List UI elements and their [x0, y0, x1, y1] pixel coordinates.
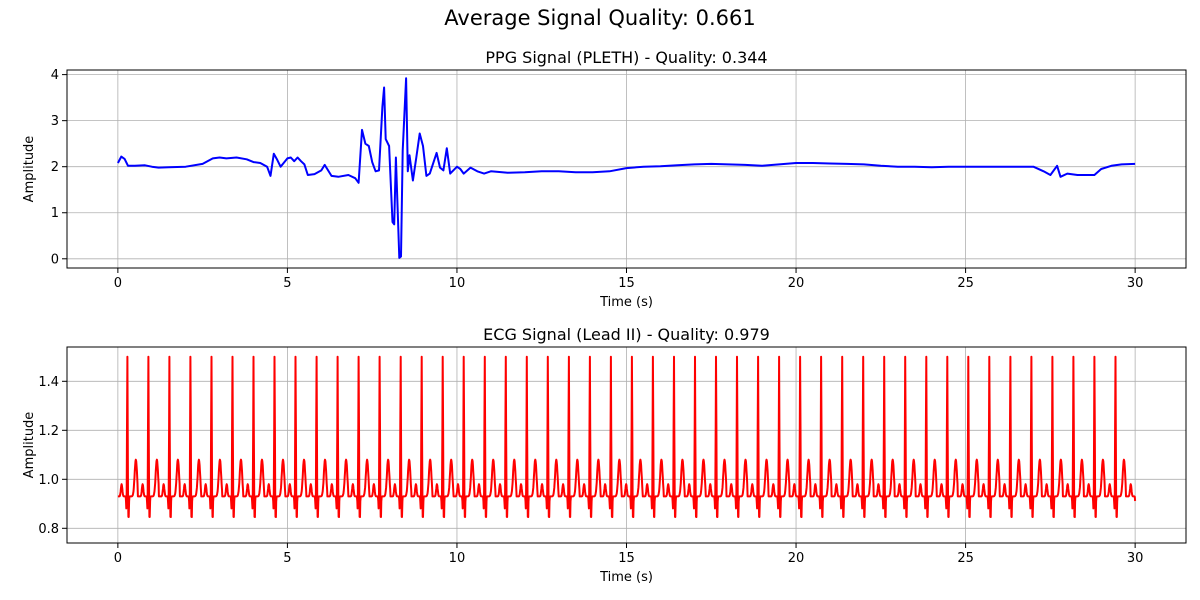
y-tick-label: 0.8 — [38, 522, 59, 537]
x-tick-label: 10 — [449, 276, 466, 291]
series-line — [117, 77, 1136, 259]
figure-title: Average Signal Quality: 0.661 — [444, 6, 756, 30]
y-axis-label: Amplitude — [22, 412, 37, 479]
subplot-title: PPG Signal (PLETH) - Quality: 0.344 — [485, 48, 767, 67]
x-tick-label: 5 — [283, 551, 291, 566]
x-axis-label: Time (s) — [599, 570, 653, 585]
x-tick-label: 30 — [1127, 276, 1144, 291]
x-tick-label: 25 — [957, 276, 974, 291]
x-tick-label: 15 — [618, 276, 635, 291]
x-tick-label: 10 — [449, 551, 466, 566]
y-tick-label: 0 — [51, 252, 59, 267]
x-tick-label: 30 — [1127, 551, 1144, 566]
x-tick-label: 0 — [114, 551, 122, 566]
series-line — [117, 355, 1137, 518]
x-tick-label: 5 — [283, 276, 291, 291]
y-tick-label: 4 — [51, 68, 59, 83]
x-tick-label: 20 — [788, 551, 805, 566]
x-tick-label: 15 — [618, 551, 635, 566]
x-tick-label: 20 — [788, 276, 805, 291]
y-axis-label: Amplitude — [22, 136, 37, 203]
x-axis-label: Time (s) — [599, 295, 653, 310]
subplot-title: ECG Signal (Lead II) - Quality: 0.979 — [483, 325, 770, 344]
y-tick-label: 1.0 — [38, 473, 59, 488]
x-tick-label: 0 — [114, 276, 122, 291]
y-tick-label: 1 — [51, 206, 59, 221]
y-tick-label: 3 — [51, 114, 59, 129]
y-tick-label: 1.2 — [38, 424, 59, 439]
x-tick-label: 25 — [957, 551, 974, 566]
y-tick-label: 2 — [51, 160, 59, 175]
y-tick-label: 1.4 — [38, 375, 59, 390]
